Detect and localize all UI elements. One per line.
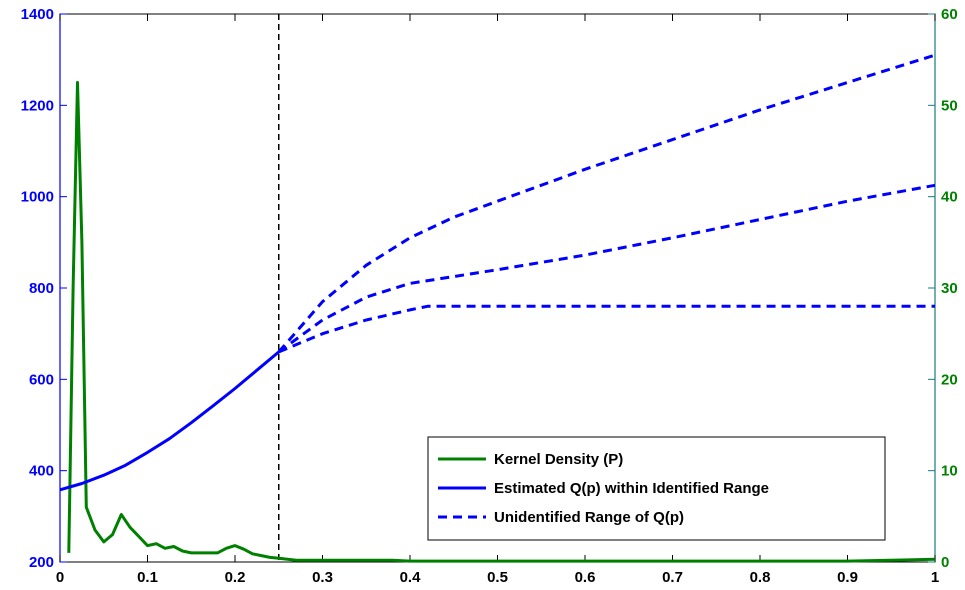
right-y-tick-label: 30 — [941, 280, 958, 297]
legend-label: Estimated Q(p) within Identified Range — [494, 480, 769, 497]
legend-label: Kernel Density (P) — [494, 451, 623, 468]
left-y-tick-label: 400 — [29, 463, 54, 480]
left-y-tick-label: 1400 — [21, 6, 54, 23]
x-tick-label: 0.7 — [662, 569, 683, 586]
series-line-0 — [67, 81, 936, 563]
series-line-2 — [277, 53, 936, 353]
x-tick-label: 1 — [931, 569, 939, 586]
left-y-tick-label: 800 — [29, 280, 54, 297]
left-y-axis: 200 400 600 800 1000 1200 1400 — [21, 6, 67, 571]
x-axis: 0 0.1 0.2 0.3 0.4 0.5 0.6 0.7 0.8 0.9 1 — [56, 14, 939, 586]
right-y-tick-label: 50 — [941, 97, 958, 114]
x-tick-label: 0.1 — [137, 569, 158, 586]
left-y-tick-label: 1200 — [21, 97, 54, 114]
right-y-tick-label: 20 — [941, 371, 958, 388]
legend-label: Unidentified Range of Q(p) — [494, 509, 684, 526]
right-y-tick-label: 60 — [941, 6, 958, 23]
x-tick-label: 0.3 — [312, 569, 333, 586]
x-tick-label: 0.8 — [750, 569, 771, 586]
x-tick-label: 0.2 — [225, 569, 246, 586]
series-line-4 — [278, 304, 935, 354]
x-tick-label: 0.4 — [400, 569, 422, 586]
right-y-tick-label: 10 — [941, 463, 958, 480]
series-line-1 — [59, 350, 280, 492]
right-y-axis: 0 10 20 30 40 50 60 — [928, 6, 958, 571]
legend-box — [427, 436, 886, 541]
x-tick-label: 0.5 — [487, 569, 508, 586]
x-tick-label: 0.6 — [575, 569, 596, 586]
left-y-tick-label: 1000 — [21, 189, 54, 206]
right-y-tick-label: 40 — [941, 189, 958, 206]
right-y-tick-label: 0 — [941, 554, 949, 571]
legend: Kernel Density (P) Estimated Q(p) within … — [427, 436, 886, 541]
left-y-tick-label: 200 — [29, 554, 54, 571]
series-line-3 — [277, 183, 936, 354]
left-y-tick-label: 600 — [29, 371, 54, 388]
x-tick-label: 0.9 — [837, 569, 858, 586]
x-tick-label: 0 — [56, 569, 64, 586]
series-layer — [59, 53, 936, 563]
